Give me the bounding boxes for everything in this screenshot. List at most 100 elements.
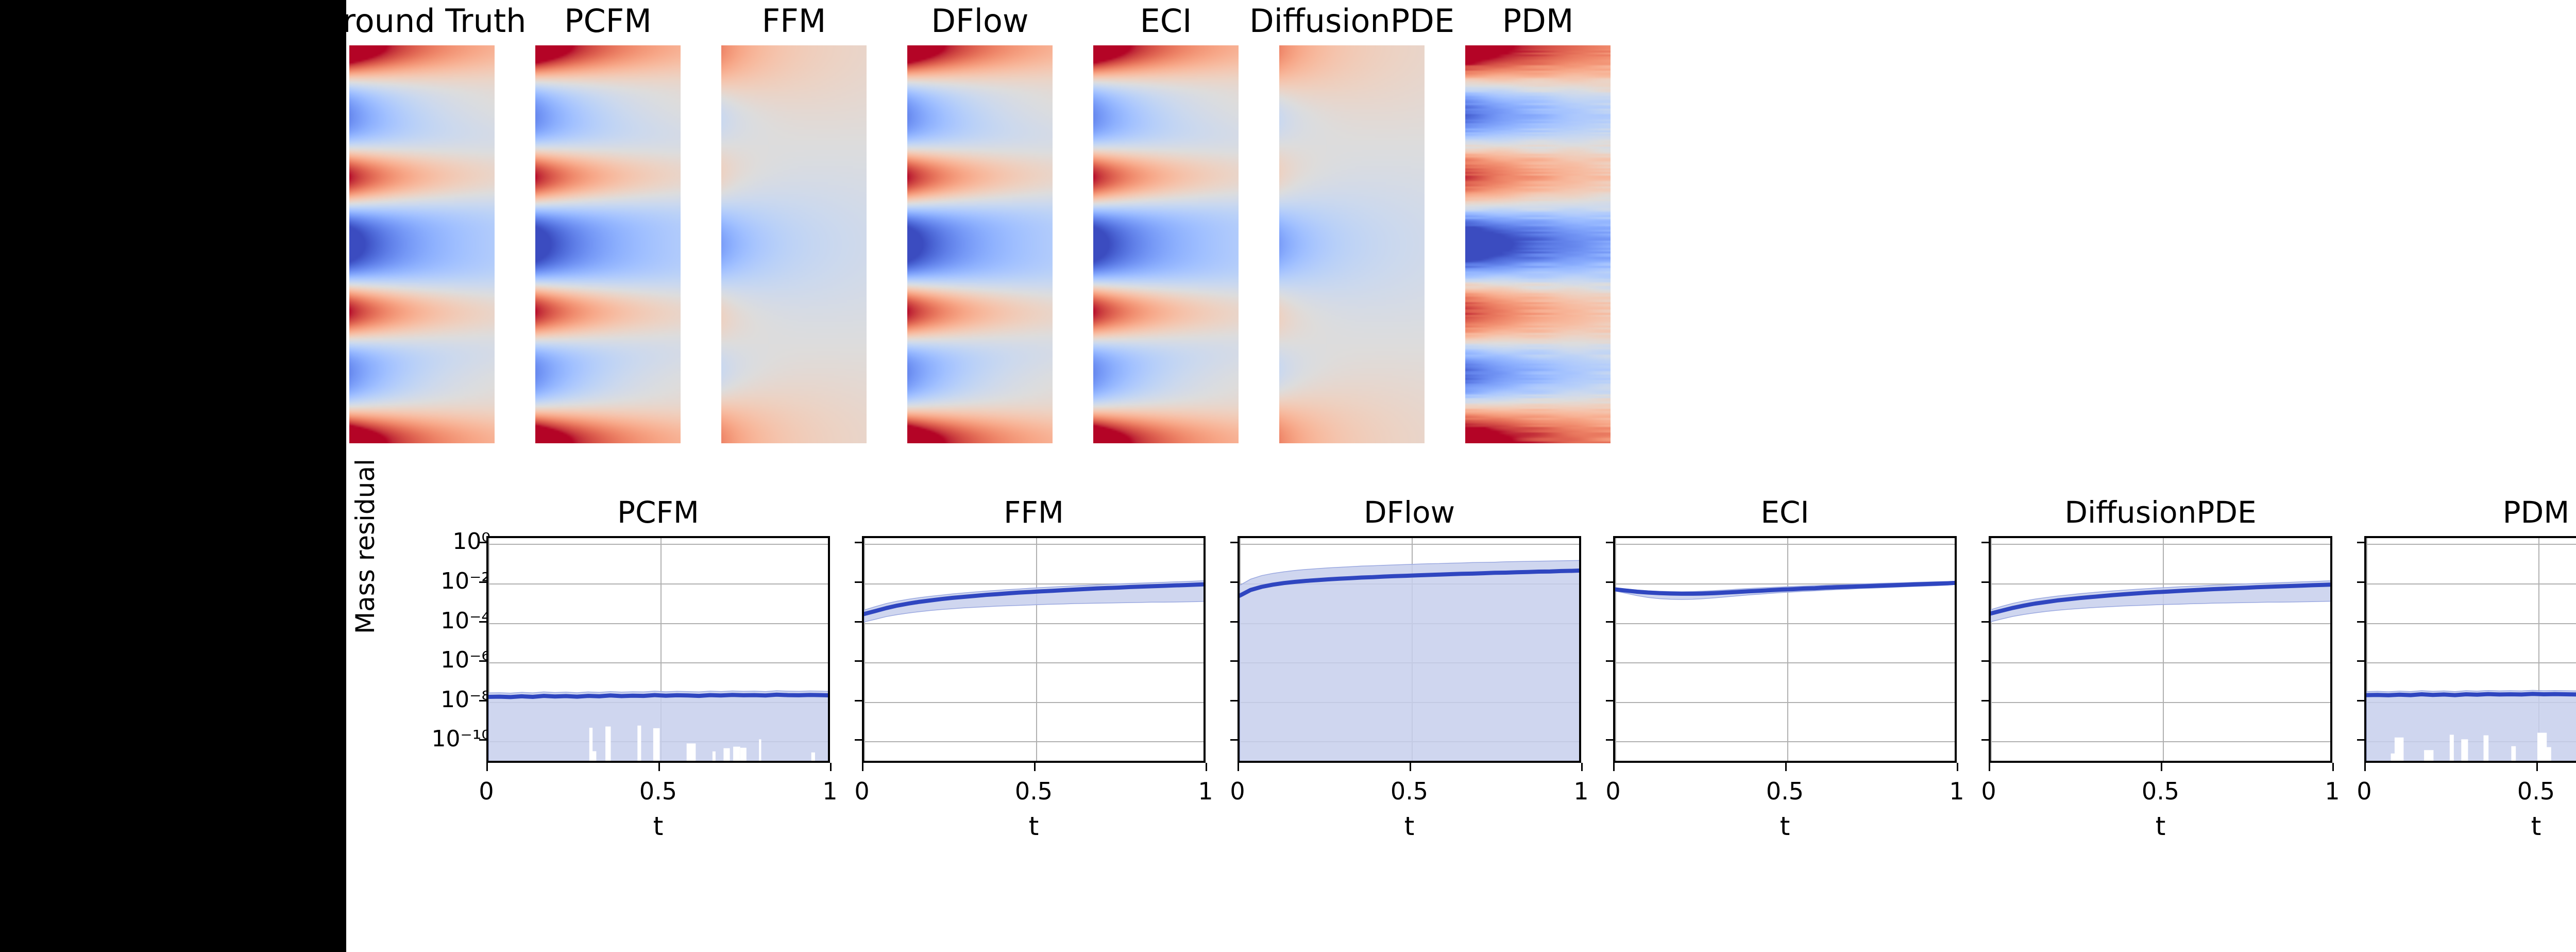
x-tick-mark [1989,763,1990,771]
confidence-band [1240,560,1579,761]
heatmap-panel: ECI [1093,5,1239,443]
y-tick-mark [1981,581,1989,583]
x-tick-label: 1 [1949,777,1964,805]
residual-series [1240,560,1579,761]
gridline-vertical [2366,538,2367,761]
residual-panel-title: FFM [1004,495,1064,530]
band-notch [2391,753,2397,761]
y-tick-mark [855,581,862,583]
heatmap-panel-title: PCFM [564,2,652,40]
confidence-band [1991,580,2330,622]
x-tick-label: 0 [1605,777,1621,805]
gridline-horizontal [2366,583,2576,584]
band-notch [712,751,716,761]
x-axis-label: t [2155,811,2166,841]
gridline-horizontal [1991,741,2330,743]
residual-panel: DiffusionPDE 0 0.5 1 t [1981,497,2340,839]
y-tick-mark [2357,739,2364,741]
y-tick-mark [855,660,862,662]
gridline-horizontal [864,623,1204,624]
y-tick-mark [479,699,486,702]
solution-field-figure: Ground Truth PCFM FFM DFlow ECI DiffusionPDE P… [318,0,2576,479]
x-tick-mark [2332,763,2334,771]
heatmap-panel: PDM [1465,5,1611,443]
gridline-horizontal [2366,544,2576,545]
gridline-vertical [864,538,865,761]
x-axis-label: t [1404,811,1415,841]
x-tick-label: 0 [854,777,870,805]
gridline-horizontal [1991,583,2330,584]
band-notch [759,739,761,761]
x-axis-label: t [653,811,664,841]
y-tick-mark [1230,699,1238,702]
gridline-horizontal [1615,662,1955,664]
x-tick-mark [658,763,660,771]
gridline-horizontal [1615,583,1955,584]
plot-axes [1238,536,1581,763]
residual-panel: ECI 0 0.5 1 t [1605,497,1964,839]
band-notch [605,726,611,761]
gridline-vertical [1991,538,1992,761]
heatmap-panel-title: ECI [1140,2,1192,40]
x-tick-mark [862,763,863,771]
y-tick-mark [1981,621,1989,623]
mean-line [1615,580,1955,596]
x-tick-label: 0.5 [639,777,677,805]
plot-axes [862,536,1206,763]
mass-residual-figure: Mass residual 10⁰ 10⁻² 10⁻⁴ 10⁻⁶ 10⁻⁸ 10⁻¹⁰ P… [346,459,2576,952]
heatmap-image [1093,45,1239,443]
plot-axes [2364,536,2576,763]
band-notch [686,743,696,761]
y-tick-label: 10⁻⁸ [440,686,490,713]
x-tick-mark [1033,763,1036,771]
x-tick-mark [1785,763,1787,771]
mean-line [1991,582,2330,616]
plot-axes [486,536,830,763]
y-tick-mark [1230,660,1238,662]
y-tick-mark [855,699,862,702]
gridline-horizontal [1991,623,2330,624]
confidence-band [2366,690,2576,761]
band-notch [653,728,660,761]
mean-line [488,692,828,699]
x-tick-label: 0.5 [2141,777,2180,805]
x-tick-mark [486,763,488,771]
band-notch [2461,739,2468,761]
y-tick-mark [479,739,486,741]
gridline-horizontal [864,583,1204,584]
residual-panel-title: ECI [1760,495,1809,530]
x-tick-mark [2160,763,2162,771]
x-tick-label: 0 [1230,777,1245,805]
gridline-horizontal [1240,544,1579,545]
y-tick-mark [1230,621,1238,623]
x-axis-label: t [1028,811,1039,841]
gridline-horizontal [864,662,1204,664]
gridline-horizontal [1615,623,1955,624]
confidence-band [864,580,1204,623]
gridline-vertical [1036,538,1037,761]
heatmap-panel: DFlow [907,5,1053,443]
heatmap-panel: DiffusionPDE [1249,5,1454,443]
y-tick-mark [2357,542,2364,544]
y-tick-mark [855,542,862,544]
heatmap-image [349,45,495,443]
gridline-horizontal [488,544,828,545]
x-tick-mark [830,763,832,771]
plot-axes [1989,536,2332,763]
gridline-horizontal [488,662,828,664]
x-axis-label: t [1780,811,1790,841]
x-tick-label: 1 [2325,777,2340,805]
band-notch [2483,735,2489,761]
band-notch [2449,734,2454,761]
y-tick-mark [1606,660,1613,662]
residual-panel-title: DFlow [1363,495,1455,530]
y-tick-mark [2357,581,2364,583]
y-tick-mark [479,621,486,623]
band-notch [740,747,747,761]
gridline-horizontal [1615,741,1955,743]
band-notch [637,725,641,761]
heatmap-panel-title: DiffusionPDE [1249,2,1455,40]
y-tick-label: 10⁻⁴ [440,607,490,634]
x-tick-label: 0.5 [1766,777,1804,805]
y-tick-mark [1606,621,1613,623]
